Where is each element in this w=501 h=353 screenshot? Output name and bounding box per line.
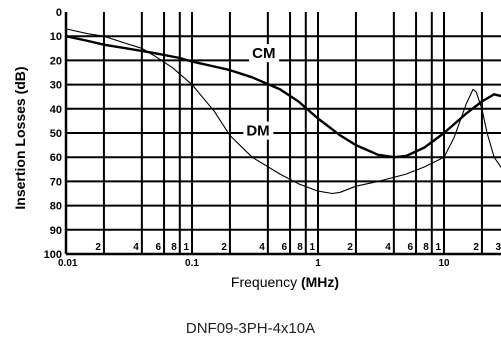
x-minor-tick-label: 4	[259, 242, 265, 253]
x-decade-tick-label: 10	[438, 258, 450, 269]
y-tick-label: 70	[50, 176, 62, 188]
x-minor-tick-label: 2	[95, 242, 101, 253]
x-minor-tick-label: 4	[385, 242, 391, 253]
x-decade-tick-label: 0.01	[58, 258, 78, 269]
y-tick-label: 50	[50, 128, 62, 140]
x-decade-tick-label: 0.1	[185, 258, 199, 269]
x-minor-tick-label: 6	[407, 242, 413, 253]
series-labels: CM DM	[243, 44, 280, 140]
x-minor-tick-label: 6	[281, 242, 287, 253]
y-tick-label: 60	[50, 152, 62, 164]
x-minor-tick-label: 6	[155, 242, 161, 253]
x-minor-tick-label: 1	[435, 242, 441, 253]
x-minor-tick-label: 1	[183, 242, 189, 253]
series-label-dm: DM	[246, 123, 269, 140]
grid	[66, 12, 501, 254]
y-tick-label: 40	[50, 104, 62, 116]
x-minor-tick-label: 2	[221, 242, 227, 253]
chart-caption: DNF09-3PH-4x10A	[185, 320, 316, 337]
y-tick-label: 80	[50, 201, 62, 213]
plot-frame	[64, 12, 501, 256]
y-tick-label: 100	[44, 249, 62, 261]
y-tick-label: 20	[50, 55, 62, 67]
x-axis-unit: (MHz)	[301, 274, 339, 290]
y-tick-label: 30	[50, 80, 62, 92]
series-label-bg	[243, 121, 274, 140]
y-tick-label: 0	[56, 7, 62, 19]
series-label-cm: CM	[252, 45, 275, 62]
x-minor-tick-label: 8	[171, 242, 177, 253]
series-label-bg	[249, 44, 280, 63]
x-minor-tick-label: 3	[496, 242, 501, 253]
x-minor-tick-label: 2	[473, 242, 479, 253]
x-minor-tick-label: 4	[133, 242, 139, 253]
x-decade-tick-label: 1	[315, 258, 321, 269]
y-tick-label: 10	[50, 31, 62, 43]
series-line-dm	[65, 28, 501, 195]
x-minor-tick-label: 8	[423, 242, 429, 253]
y-axis-label: Insertion Losses (dB)	[12, 66, 28, 209]
x-axis-label-text: Frequency	[231, 274, 301, 290]
y-tick-label: 90	[50, 225, 62, 237]
axis-labels: Frequency (MHz) Insertion Losses (dB)	[12, 66, 339, 290]
x-minor-tick-label: 8	[297, 242, 303, 253]
x-minor-tick-label: 2	[347, 242, 353, 253]
x-minor-tick-label: 1	[309, 242, 315, 253]
y-axis-unit: (dB)	[12, 66, 28, 94]
series-layer	[64, 28, 501, 195]
x-axis-label: Frequency (MHz)	[231, 274, 339, 290]
y-axis-label-text: Insertion Losses	[12, 94, 28, 209]
